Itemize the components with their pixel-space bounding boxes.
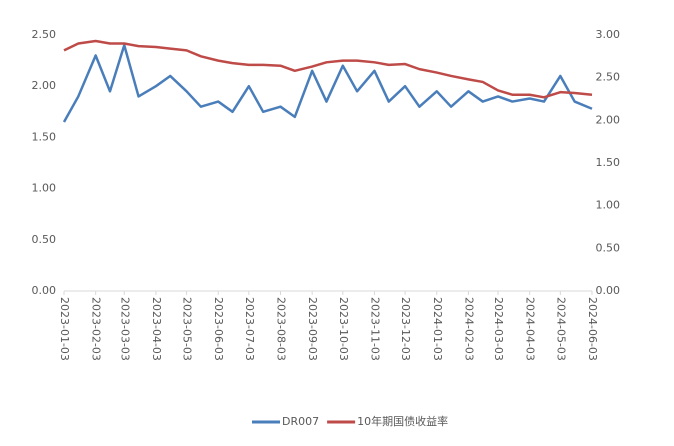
x-tick-label: 2024-01-03 — [431, 297, 444, 361]
y-tick-label: 2.50 — [32, 28, 57, 41]
y2-tick-label: 2.50 — [596, 71, 621, 84]
x-tick-label: 2023-09-03 — [306, 297, 319, 361]
x-tick-label: 2023-04-03 — [150, 297, 163, 361]
x-tick-label: 2023-10-03 — [337, 297, 350, 361]
x-tick-label: 2023-07-03 — [243, 297, 256, 361]
x-tick-label: 2024-02-03 — [462, 297, 475, 361]
x-tick-label: 2023-02-03 — [90, 297, 103, 361]
x-tick-label: 2023-08-03 — [275, 297, 288, 361]
legend-label: 10年期国债收益率 — [357, 414, 448, 428]
y2-tick-label: 1.50 — [596, 156, 621, 169]
y-tick-label: 0.00 — [32, 284, 57, 297]
y2-tick-label: 2.00 — [596, 113, 621, 126]
y2-tick-label: 0.00 — [596, 284, 621, 297]
y-tick-label: 1.50 — [32, 130, 57, 143]
y-tick-label: 2.00 — [32, 79, 57, 92]
x-tick-label: 2024-04-03 — [524, 297, 537, 361]
series-line — [63, 39, 593, 99]
x-tick-label: 2024-06-03 — [586, 297, 599, 361]
y2-tick-label: 0.50 — [596, 241, 621, 254]
x-tick-label: 2024-05-03 — [554, 297, 567, 361]
y-tick-label: 0.50 — [32, 233, 57, 246]
x-tick-label: 2023-03-03 — [118, 297, 131, 361]
legend-label: DR007 — [282, 415, 319, 428]
x-tick-label: 2023-12-03 — [399, 297, 412, 361]
x-tick-label: 2023-11-03 — [368, 297, 381, 361]
x-tick-label: 2024-03-03 — [492, 297, 505, 361]
x-tick-label: 2023-05-03 — [181, 297, 194, 361]
x-tick-label: 2023-06-03 — [212, 297, 225, 361]
y2-tick-label: 1.00 — [596, 199, 621, 212]
y-tick-label: 1.00 — [32, 182, 57, 195]
series-line — [62, 43, 593, 123]
x-tick-label: 2023-01-03 — [58, 297, 71, 361]
y2-tick-label: 3.00 — [596, 28, 621, 41]
